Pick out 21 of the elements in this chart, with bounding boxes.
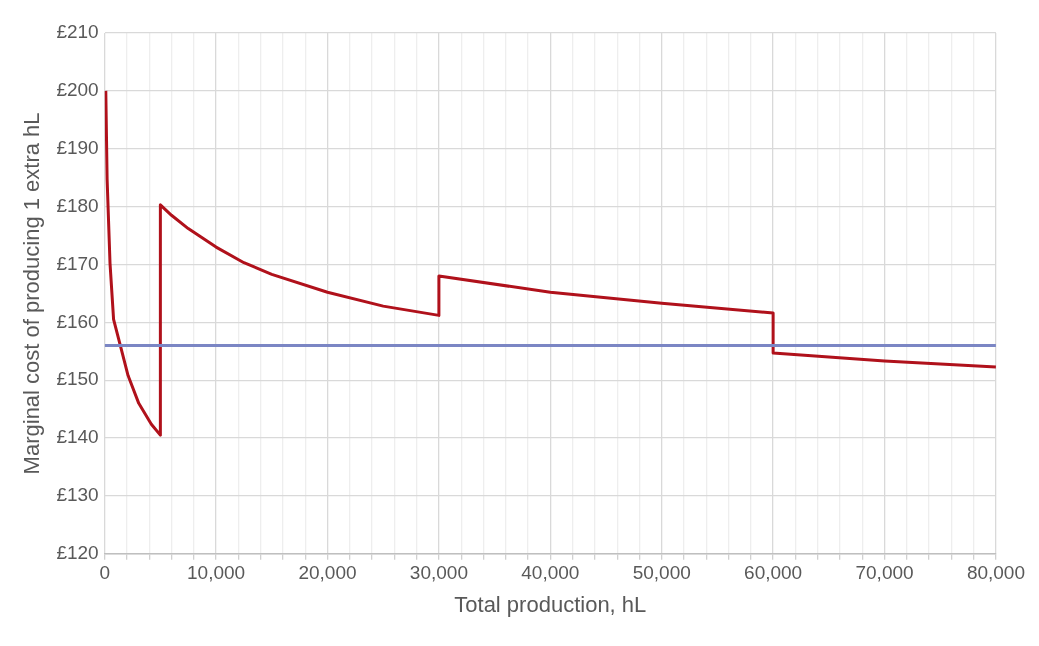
y-tick-label: £120: [56, 542, 99, 564]
y-tick-label: £180: [56, 194, 99, 216]
x-tick-label: 40,000: [521, 562, 580, 584]
x-tick-label: 0: [99, 562, 110, 584]
x-tick-label: 30,000: [409, 562, 468, 584]
y-tick-label: £190: [56, 136, 99, 158]
y-tick-label: £130: [56, 484, 99, 506]
x-axis-title: Total production, hL: [454, 591, 647, 617]
x-tick-label: 80,000: [966, 562, 1026, 584]
y-tick-label: £140: [56, 426, 99, 448]
y-tick-label: £160: [56, 310, 99, 332]
x-tick-label: 60,000: [744, 562, 803, 584]
x-tick-label: 20,000: [298, 562, 357, 584]
y-tick-label: £200: [56, 79, 99, 101]
y-tick-label: £150: [56, 368, 99, 390]
y-tick-label: £210: [56, 21, 99, 43]
x-tick-label: 50,000: [632, 562, 691, 584]
y-axis-title: Marginal cost of producing 1 extra hL: [19, 112, 45, 475]
x-tick-label: 10,000: [187, 562, 246, 584]
y-tick-label: £170: [56, 252, 99, 274]
x-tick-label: 70,000: [855, 562, 914, 584]
